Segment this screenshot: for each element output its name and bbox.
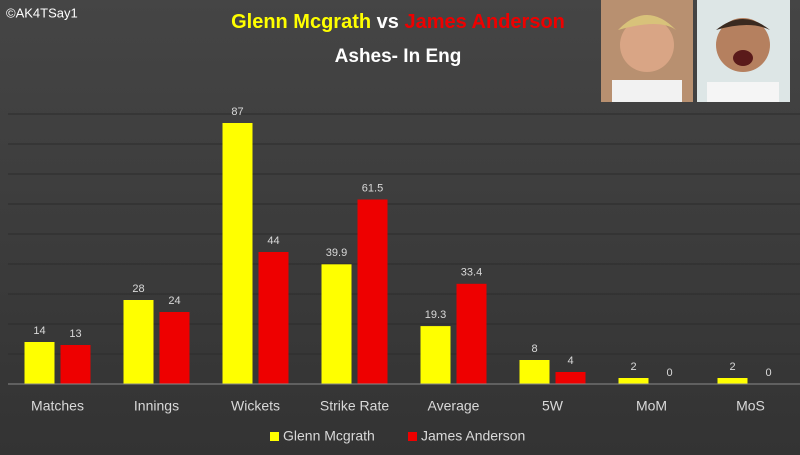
data-label: 2 [729,361,735,373]
data-label: 24 [168,295,180,307]
data-label: 8 [531,343,537,355]
data-label: 0 [666,367,672,379]
bar [555,372,586,384]
watermark: ©AK4TSay1 [6,5,78,20]
chart-title: Glenn Mcgrath vs James Anderson [231,11,565,33]
bar [222,123,253,384]
bar [618,378,649,384]
bar [420,326,451,384]
data-label: 19.3 [425,309,446,321]
bar [519,360,550,384]
photo [601,0,693,102]
bar [357,199,388,384]
data-label: 44 [267,235,279,247]
data-label: 87 [231,106,243,118]
bar [159,312,190,384]
bar [717,378,748,384]
photo [697,0,790,102]
bar [456,283,487,384]
legend-label: James Anderson [421,428,525,444]
legend-swatch [270,432,279,441]
bar [60,345,91,384]
x-tick-label: Strike Rate [320,398,389,414]
data-label: 13 [69,328,81,340]
x-tick-label: Matches [31,398,84,414]
data-label: 4 [567,355,573,367]
data-label: 14 [33,325,45,337]
x-tick-label: 5W [542,398,564,414]
x-tick-label: Innings [134,398,179,414]
data-label: 39.9 [326,247,347,259]
data-label: 28 [132,283,144,295]
legend-label: Glenn Mcgrath [283,428,375,444]
title-part: vs [377,11,399,33]
bar [321,264,352,384]
title-part: Glenn Mcgrath [231,11,371,33]
x-tick-label: Average [428,398,480,414]
data-label: 61.5 [362,182,383,194]
legend-swatch [408,432,417,441]
bar [24,342,55,384]
title-part: James Anderson [404,11,564,33]
data-label: 2 [630,361,636,373]
x-tick-label: MoS [736,398,765,414]
data-label: 0 [765,367,771,379]
chart-subtitle: Ashes- In Eng [335,46,462,67]
x-tick-label: Wickets [231,398,280,414]
bar [258,252,289,384]
bar [123,300,154,384]
x-tick-label: MoM [636,398,667,414]
data-label: 33.4 [461,267,482,279]
